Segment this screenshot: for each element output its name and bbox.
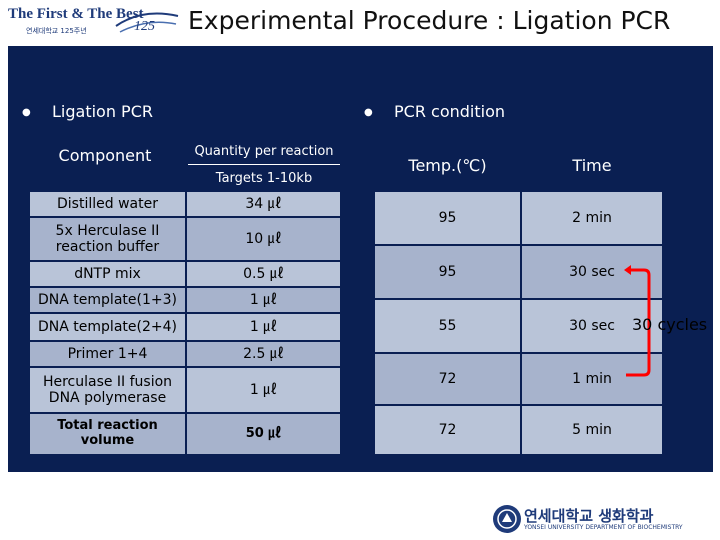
component-cell: Distilled water (30, 192, 185, 216)
cycle-bracket-icon (624, 265, 651, 377)
component-cell: DNA template(2+4) (30, 314, 185, 340)
col-time: Time (572, 155, 612, 175)
bullet-dot-icon: ● (22, 107, 31, 118)
bullet-ligation-pcr: ● Ligation PCR (22, 102, 153, 121)
quantity-cell-total: 50 ㎕ (187, 414, 340, 454)
time-cell: 30 sec (522, 246, 662, 298)
component-cell-total: Total reaction volume (30, 414, 185, 454)
temp-cell: 95 (375, 192, 520, 244)
logo-text: The First & The Best (8, 6, 144, 22)
cycles-label: 30 cycles (632, 315, 708, 334)
temp-cell: 72 (375, 354, 520, 404)
component-cell: Herculase II fusion DNA polymerase (30, 368, 185, 412)
quantity-cell: 10 ㎕ (187, 218, 340, 260)
component-cell: DNA template(1+3) (30, 288, 185, 312)
time-cell: 2 min (522, 192, 662, 244)
component-cell: Primer 1+4 (30, 342, 185, 366)
quantity-cell: 0.5 ㎕ (187, 262, 340, 286)
page-title: Experimental Procedure : Ligation PCR (188, 6, 671, 35)
logo-subtitle: 연세대학교 125주년 (26, 27, 87, 35)
yonsei-emblem-icon (493, 505, 521, 533)
temp-cell: 95 (375, 246, 520, 298)
quantity-cell: 2.5 ㎕ (187, 342, 340, 366)
header: The First & The Best 연세대학교 125주년 125 Exp… (0, 0, 720, 44)
col-targets: Targets 1-10kb (215, 170, 313, 186)
footer-title: 연세대학교 생화학과 (524, 507, 654, 525)
temp-cell: 55 (375, 300, 520, 352)
quantity-cell: 1 ㎕ (187, 368, 340, 412)
quantity-cell: 34 ㎕ (187, 192, 340, 216)
col-quantity: Quantity per reaction (188, 138, 340, 165)
component-cell: dNTP mix (30, 262, 185, 286)
time-cell: 30 sec (522, 300, 662, 352)
time-cell: 1 min (522, 354, 662, 404)
component-cell: 5x Herculase II reaction buffer (30, 218, 185, 260)
temp-cell: 72 (375, 406, 520, 454)
bullet-label: Ligation PCR (52, 102, 153, 121)
col-temp: Temp.(℃) (408, 155, 487, 175)
col-component: Component (58, 145, 152, 165)
quantity-cell: 1 ㎕ (187, 288, 340, 312)
bullet-pcr-condition: ● PCR condition (364, 102, 505, 121)
svg-text:125: 125 (134, 19, 155, 34)
anniversary-logo-icon: 125 (115, 12, 179, 34)
time-cell: 5 min (522, 406, 662, 454)
bullet-label: PCR condition (394, 102, 505, 121)
bullet-dot-icon: ● (364, 107, 373, 118)
footer-subtitle: YONSEI UNIVERSITY DEPARTMENT OF BIOCHEMI… (524, 524, 683, 531)
quantity-cell: 1 ㎕ (187, 314, 340, 340)
